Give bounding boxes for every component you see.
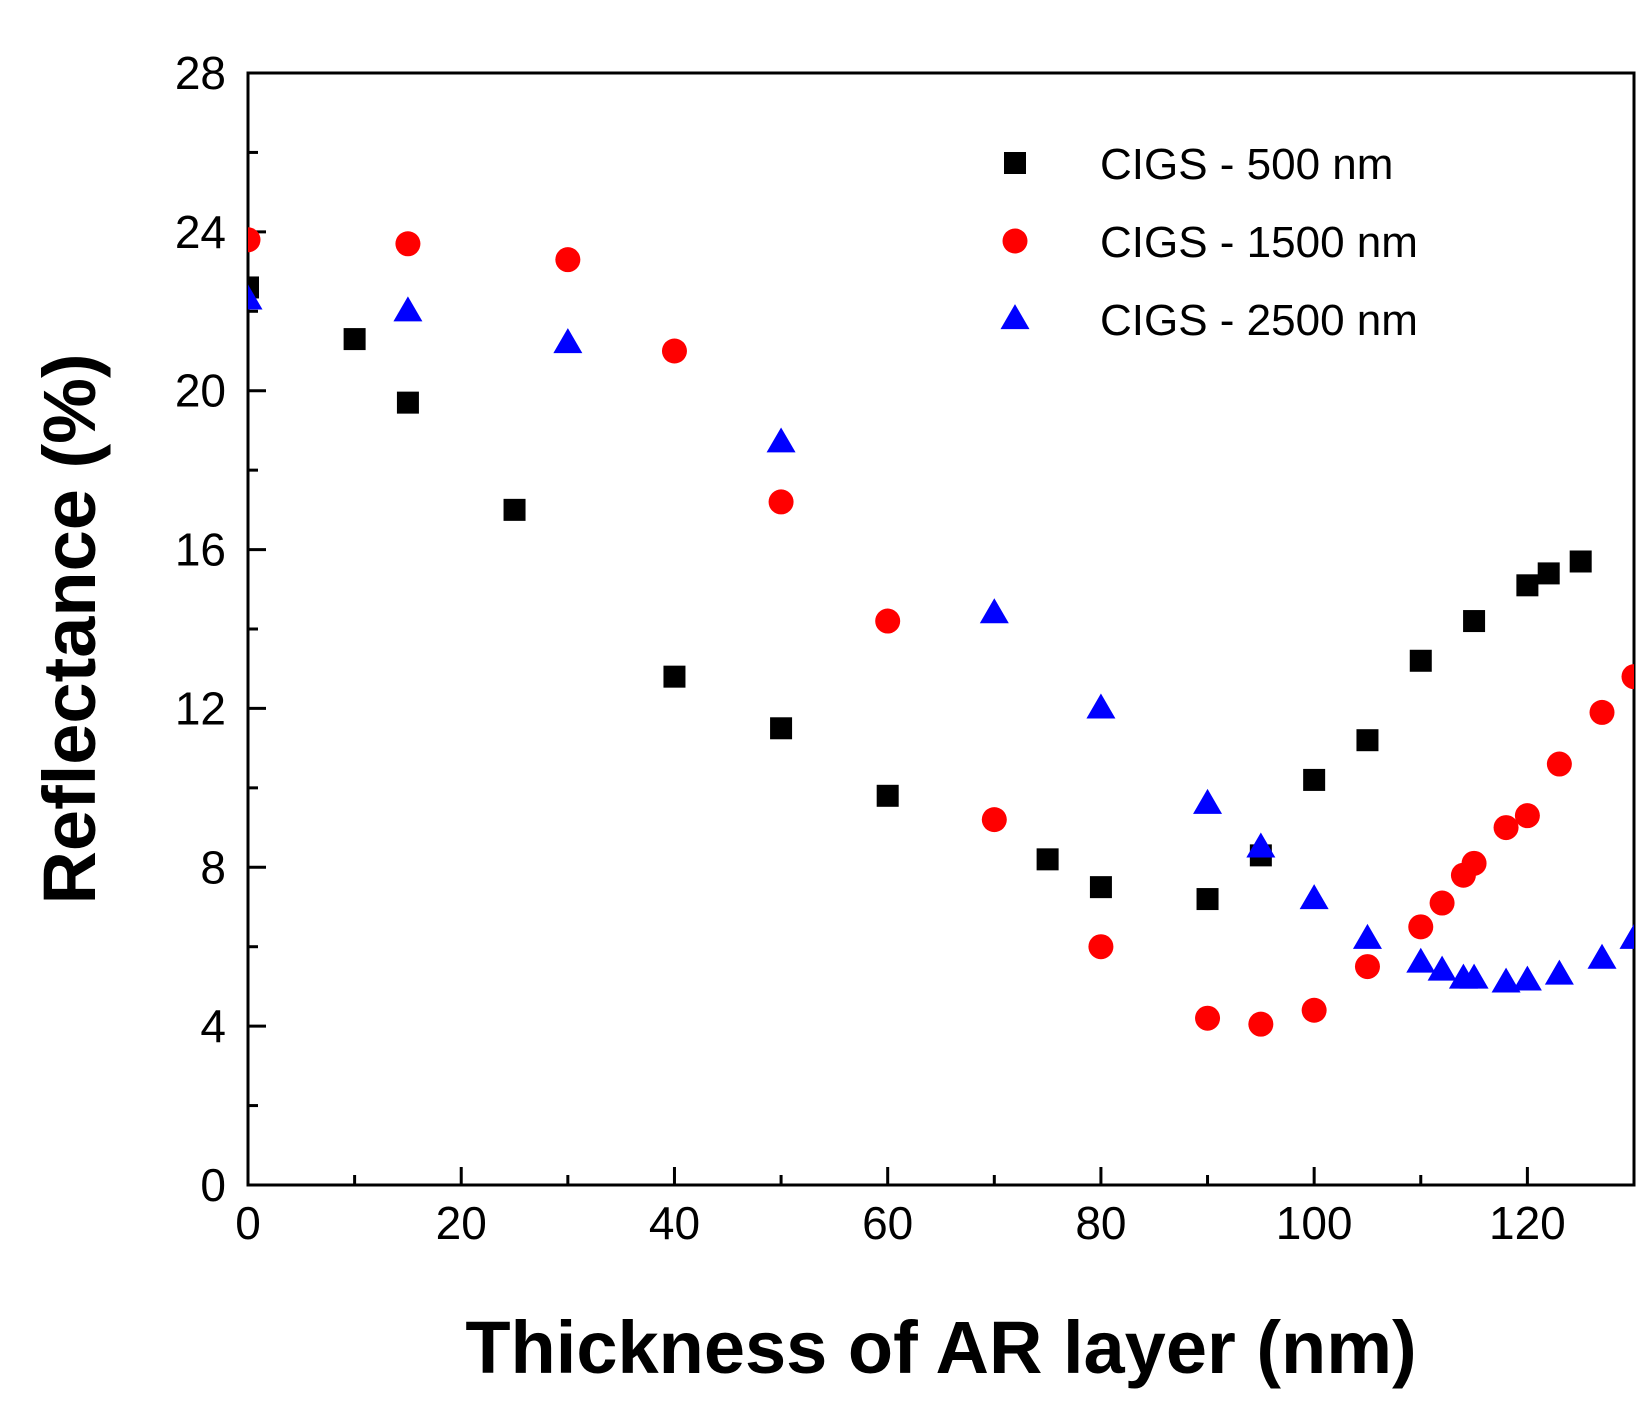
x-tick-label: 0 bbox=[235, 1197, 261, 1249]
data-point-square bbox=[1356, 729, 1379, 752]
x-tick-label: 40 bbox=[649, 1197, 700, 1249]
legend-marker-triangle bbox=[1000, 304, 1030, 330]
y-tick-label: 20 bbox=[175, 365, 226, 417]
data-point-circle bbox=[1195, 1005, 1221, 1031]
data-point-circle bbox=[875, 608, 901, 634]
data-point-square bbox=[248, 276, 259, 299]
data-point-circle bbox=[1546, 751, 1572, 777]
data-point-square bbox=[1409, 649, 1432, 672]
data-point-triangle bbox=[393, 296, 423, 322]
data-point-triangle bbox=[1193, 788, 1223, 814]
data-point-square bbox=[770, 717, 793, 740]
data-point-circle bbox=[661, 338, 687, 364]
data-point-circle bbox=[1088, 934, 1114, 960]
data-point-triangle bbox=[766, 427, 796, 453]
data-point-square bbox=[503, 498, 526, 521]
x-tick-label: 60 bbox=[862, 1197, 913, 1249]
x-tick-label: 20 bbox=[436, 1197, 487, 1249]
legend-marker-circle bbox=[1002, 228, 1028, 254]
y-tick-label: 4 bbox=[200, 1000, 226, 1052]
data-point-triangle bbox=[1086, 693, 1116, 719]
y-tick-label: 8 bbox=[200, 841, 226, 893]
data-point-triangle bbox=[1544, 959, 1574, 985]
data-point-square bbox=[1463, 610, 1486, 633]
x-tick-label: 120 bbox=[1489, 1197, 1566, 1249]
data-points bbox=[248, 227, 1634, 1037]
plot-frame bbox=[246, 71, 1636, 1187]
data-point-triangle bbox=[1491, 967, 1521, 993]
x-tick-label: 80 bbox=[1075, 1197, 1126, 1249]
data-point-square bbox=[663, 665, 686, 688]
data-point-circle bbox=[1248, 1011, 1274, 1037]
y-tick-label: 0 bbox=[200, 1159, 226, 1211]
data-point-circle bbox=[555, 247, 581, 273]
y-tick-label: 12 bbox=[175, 682, 226, 734]
data-point-square bbox=[1089, 876, 1112, 899]
y-tick-label: 28 bbox=[175, 47, 226, 99]
legend-label: CIGS - 2500 nm bbox=[1100, 296, 1418, 345]
data-point-square bbox=[1036, 848, 1059, 871]
data-point-square bbox=[1537, 562, 1560, 585]
data-point-square bbox=[1196, 888, 1219, 911]
data-point-triangle bbox=[248, 284, 263, 310]
data-point-circle bbox=[1429, 890, 1455, 916]
data-point-triangle bbox=[1352, 923, 1382, 949]
data-point-triangle bbox=[1619, 923, 1634, 949]
axes bbox=[246, 71, 1636, 1187]
data-point-circle bbox=[768, 489, 794, 515]
data-point-circle bbox=[1514, 803, 1540, 829]
legend-label: CIGS - 500 nm bbox=[1100, 140, 1393, 189]
x-tick-label: 100 bbox=[1276, 1197, 1353, 1249]
data-point-triangle bbox=[1587, 943, 1617, 969]
data-point-square bbox=[343, 328, 366, 351]
data-point-circle bbox=[1301, 997, 1327, 1023]
data-point-triangle bbox=[1406, 947, 1436, 973]
data-point-triangle bbox=[1512, 965, 1542, 991]
data-point-square bbox=[1516, 574, 1539, 597]
series-2 bbox=[248, 227, 1634, 1037]
data-point-triangle bbox=[1246, 832, 1276, 858]
data-point-triangle bbox=[553, 328, 583, 354]
y-axis-title: Reflectance (%) bbox=[28, 353, 111, 904]
data-point-square bbox=[1569, 550, 1592, 573]
y-tick-label: 16 bbox=[175, 524, 226, 576]
series-1 bbox=[248, 276, 1592, 911]
data-point-circle bbox=[1589, 699, 1615, 725]
data-point-triangle bbox=[1299, 884, 1329, 910]
y-tick-label: 24 bbox=[175, 206, 226, 258]
data-point-circle bbox=[1461, 850, 1487, 876]
data-point-triangle bbox=[979, 598, 1009, 624]
ticks: 0 20 40 60 80 100 120 0 4 8 12 16 20 24 28 bbox=[175, 47, 1636, 1249]
data-point-circle bbox=[248, 227, 261, 253]
data-point-triangle bbox=[1427, 955, 1457, 981]
data-point-circle bbox=[1408, 914, 1434, 940]
data-point-triangle bbox=[1459, 963, 1489, 989]
data-point-circle bbox=[1621, 664, 1634, 690]
data-point-circle bbox=[981, 807, 1007, 833]
x-axis-title: Thickness of AR layer (nm) bbox=[465, 1306, 1416, 1389]
legend-marker-square bbox=[1004, 152, 1026, 174]
series-3 bbox=[248, 284, 1634, 993]
legend-label: CIGS - 1500 nm bbox=[1100, 218, 1418, 267]
data-point-square bbox=[876, 784, 899, 807]
data-point-circle bbox=[395, 231, 421, 257]
data-point-circle bbox=[1493, 815, 1519, 841]
data-point-square bbox=[1303, 768, 1326, 791]
data-point-square bbox=[396, 391, 419, 414]
legend: CIGS - 500 nm CIGS - 1500 nm CIGS - 2500 n… bbox=[1000, 140, 1418, 345]
data-point-circle bbox=[1354, 954, 1380, 980]
